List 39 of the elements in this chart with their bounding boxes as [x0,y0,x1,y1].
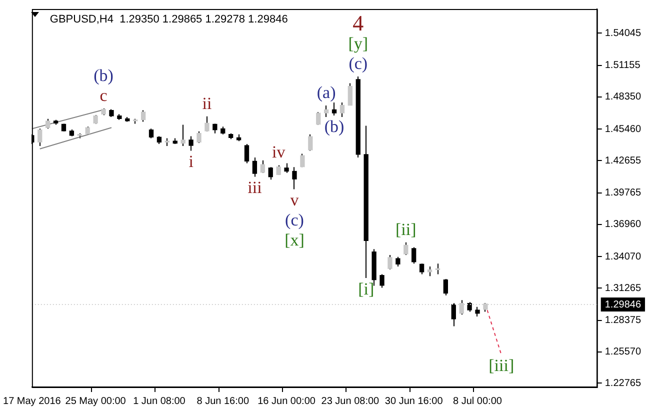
y-tick-label: 1.54045 [604,28,642,39]
y-tick-label: 1.39765 [604,188,642,199]
annotation: ii [202,94,212,113]
x-tick-label: 17 May 2016 [2,396,62,407]
annotation: [i] [358,279,374,298]
x-tick-label: 25 May 00:00 [65,396,126,407]
x-tick-label: 23 Jun 08:00 [321,396,380,407]
y-tick-label: 1.51155 [604,60,641,72]
annotation: (c) [348,54,368,73]
annotation: [iii] [488,356,514,376]
annotation: [ii] [395,220,416,239]
y-tick-label: 1.34070 [604,251,642,262]
annotation: iii [248,178,262,198]
y-tick-label: 1.25570 [604,346,642,358]
y-tick-label: 1.36960 [604,219,642,230]
annotation: (b) [324,117,344,136]
annotation: v [290,190,300,210]
annotation: c [100,86,108,105]
annotation: (a) [316,82,336,102]
y-tick-label: 1.22765 [604,378,642,389]
annotation: [x] [284,230,304,250]
x-tick-label: 1 Jun 08:00 [133,396,186,407]
y-tick-label: 1.45460 [604,124,642,135]
y-tick-label: 1.42655 [604,155,642,166]
annotation: [y] [348,34,368,53]
annotation: iv [272,142,286,162]
ref-line-label: 1.29846 [604,299,642,310]
x-tick-label: 30 Jun 16:00 [384,396,444,407]
y-tick-label: 1.28375 [604,315,642,326]
annotation: (b) [94,66,114,85]
y-tick-label: 1.48350 [604,92,642,103]
x-tick-label: 8 Jun 16:00 [196,396,250,407]
annotation: i [188,152,194,172]
x-tick-label: 16 Jun 00:00 [258,396,316,407]
chart-title: GBPUSD,H4 1.29350 1.29865 1.29278 1.29846 [50,14,288,26]
annotation: 4 [352,10,364,36]
annotation: (c) [285,210,304,230]
y-tick-label: 1.31265 [604,282,642,294]
x-tick-label: 8 Jul 00:00 [453,396,502,407]
